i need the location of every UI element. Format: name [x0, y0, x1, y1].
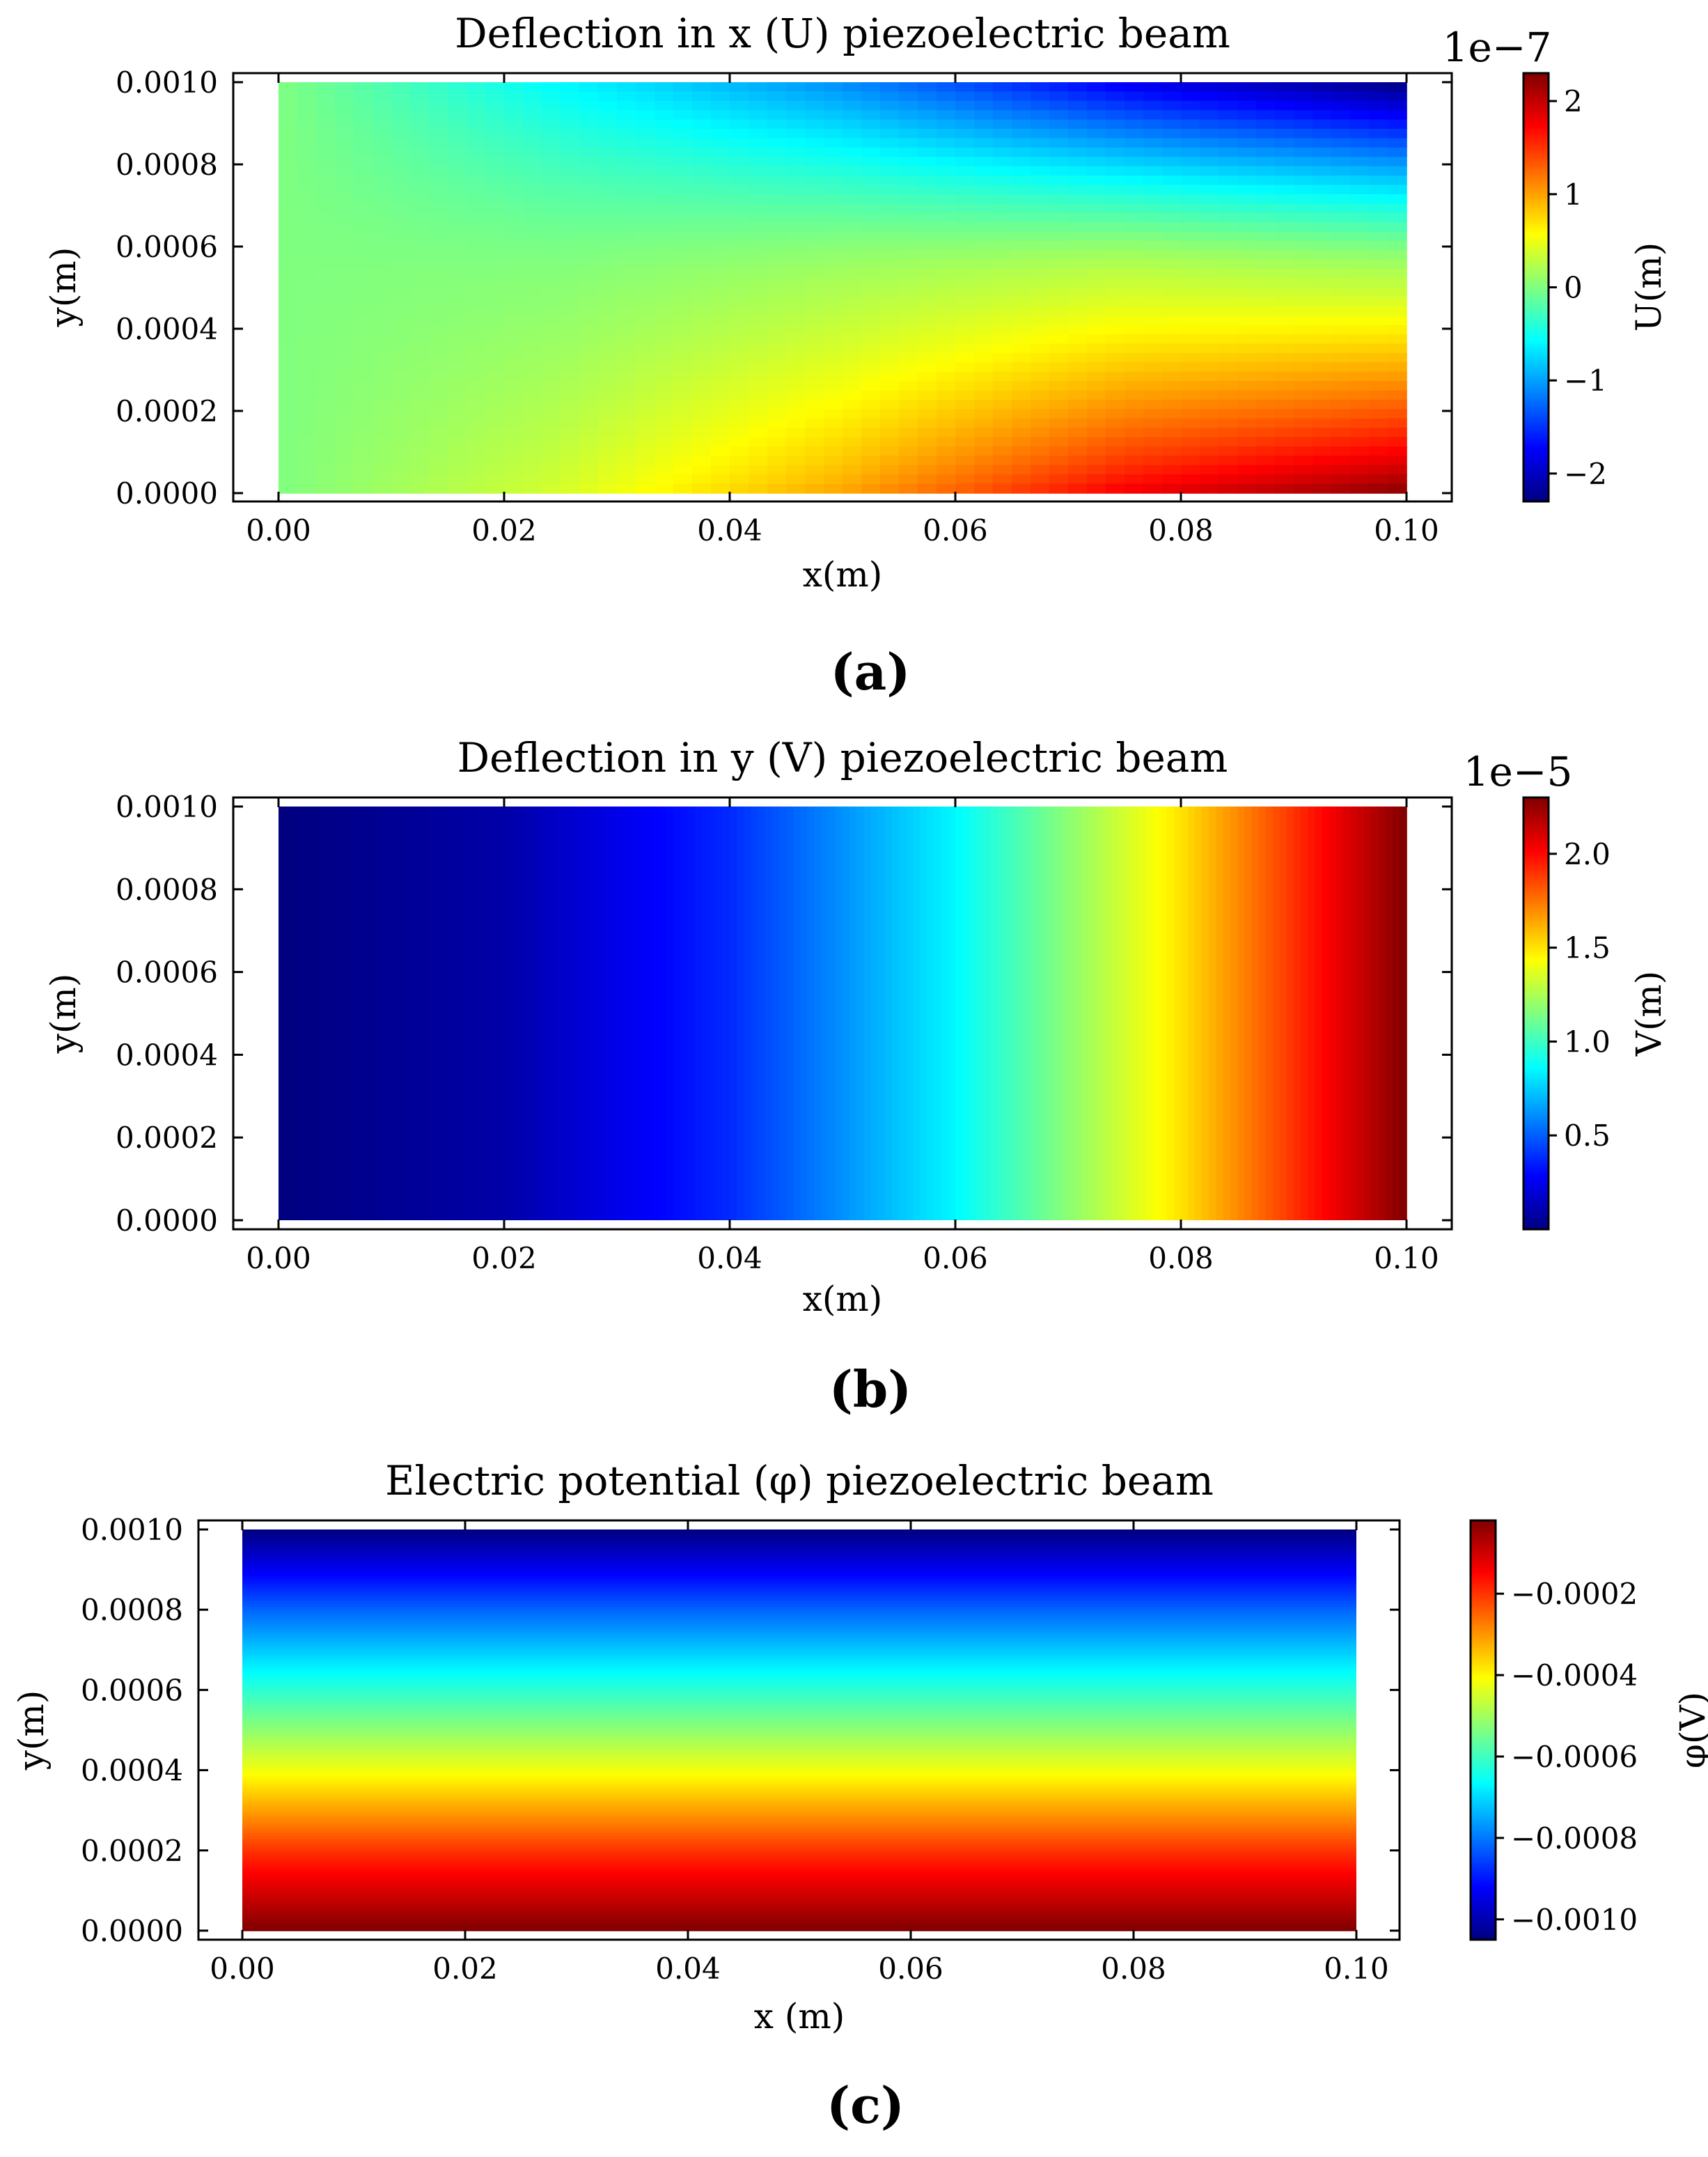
colorbar-tick-label: 2.0	[1564, 837, 1611, 871]
chart-title: Deflection in y (V) piezoelectric beam	[457, 734, 1228, 781]
x-tick-label: 0.08	[1101, 1952, 1166, 1986]
x-tick-label: 0.08	[1148, 1241, 1214, 1275]
panel-label: (c)	[826, 2076, 904, 2135]
field-heatmap-1	[279, 82, 1407, 494]
y-axis-label: y(m)	[43, 974, 84, 1054]
y-tick-label: 0.0000	[116, 1204, 218, 1238]
x-tick-label: 0.02	[471, 513, 537, 547]
y-tick-label: 0.0000	[116, 476, 218, 511]
y-tick-label: 0.0010	[116, 790, 218, 824]
colorbar-tick-label: 0.5	[1564, 1119, 1611, 1153]
colorbar-tick-label: 2	[1564, 84, 1583, 118]
panel-label: (a)	[831, 642, 911, 701]
y-tick-label: 0.0004	[116, 312, 218, 346]
y-tick-label: 0.0010	[116, 65, 218, 100]
y-tick-label: 0.0004	[81, 1754, 183, 1788]
chart-title: Electric potential (φ) piezoelectric bea…	[385, 1457, 1214, 1504]
axes-frame	[232, 72, 1453, 503]
colorbar-offset-text: 1e−5	[1464, 748, 1573, 795]
y-tick-label: 0.0000	[81, 1914, 183, 1948]
colorbar-tick-label: −2	[1564, 457, 1607, 491]
colorbar-tick-label: −0.0010	[1511, 1903, 1638, 1937]
x-tick-label: 0.08	[1148, 513, 1214, 547]
y-axis-label: y(m)	[11, 1690, 52, 1771]
y-tick-label: 0.0002	[116, 1121, 218, 1155]
colorbar	[1469, 1519, 1497, 1941]
y-tick-label: 0.0004	[116, 1038, 218, 1072]
x-tick-label: 0.00	[210, 1952, 275, 1986]
colorbar-tick-label: 1.5	[1564, 931, 1611, 965]
x-tick-label: 0.04	[655, 1952, 721, 1986]
axes-frame	[197, 1519, 1401, 1941]
colorbar-tick-label: −0.0008	[1511, 1821, 1638, 1855]
x-tick-label: 0.00	[246, 1241, 311, 1275]
y-tick-label: 0.0006	[116, 230, 218, 264]
chart-title: Deflection in x (U) piezoelectric beam	[455, 10, 1230, 57]
colorbar-tick-label: −1	[1564, 364, 1607, 398]
field-heatmap-2	[279, 807, 1407, 1220]
chart-panel-2: Deflection in y (V) piezoelectric beam 0.…	[43, 734, 1669, 1419]
colorbar	[1522, 796, 1550, 1231]
colorbar-label: φ(V)	[1672, 1692, 1708, 1768]
chart-panel-1: Deflection in x (U) piezoelectric beam 0.…	[43, 10, 1669, 701]
x-tick-label: 0.10	[1324, 1952, 1389, 1986]
colorbar-tick-label: −0.0002	[1511, 1577, 1638, 1611]
x-tick-label: 0.06	[923, 513, 988, 547]
field-heatmap-3	[242, 1529, 1356, 1931]
y-tick-label: 0.0008	[116, 873, 218, 907]
x-tick-label: 0.02	[471, 1241, 537, 1275]
chart-panel-3: Electric potential (φ) piezoelectric bea…	[11, 1457, 1708, 2135]
colorbar-tick-label: 1	[1564, 178, 1583, 212]
y-axis-label: y(m)	[43, 247, 84, 328]
y-tick-label: 0.0002	[116, 394, 218, 428]
x-axis-label: x (m)	[754, 1996, 845, 2037]
colorbar-label: U(m)	[1629, 242, 1669, 332]
colorbar-tick-label: −0.0004	[1511, 1658, 1638, 1692]
y-tick-label: 0.0008	[81, 1593, 183, 1627]
y-tick-label: 0.0006	[81, 1673, 183, 1707]
y-tick-label: 0.0010	[81, 1513, 183, 1547]
colorbar-offset-text: 1e−7	[1443, 24, 1552, 71]
x-tick-label: 0.02	[432, 1952, 498, 1986]
panel-label: (b)	[829, 1360, 911, 1419]
colorbar-tick-label: 0	[1564, 271, 1583, 305]
x-tick-label: 0.04	[697, 1241, 762, 1275]
y-tick-label: 0.0002	[81, 1834, 183, 1868]
x-axis-label: x(m)	[803, 554, 883, 595]
x-tick-label: 0.04	[697, 513, 762, 547]
x-tick-label: 0.06	[923, 1241, 988, 1275]
x-tick-label: 0.10	[1374, 513, 1439, 547]
colorbar-label: V(m)	[1629, 971, 1669, 1057]
y-tick-label: 0.0006	[116, 956, 218, 990]
x-tick-label: 0.06	[878, 1952, 943, 1986]
colorbar	[1522, 72, 1550, 503]
x-axis-label: x(m)	[803, 1279, 883, 1319]
x-tick-label: 0.00	[246, 513, 311, 547]
y-tick-label: 0.0008	[116, 148, 218, 182]
colorbar-tick-label: 1.0	[1564, 1025, 1611, 1059]
x-tick-label: 0.10	[1374, 1241, 1439, 1275]
colorbar-tick-label: −0.0006	[1511, 1740, 1638, 1774]
axes-frame	[232, 796, 1453, 1231]
